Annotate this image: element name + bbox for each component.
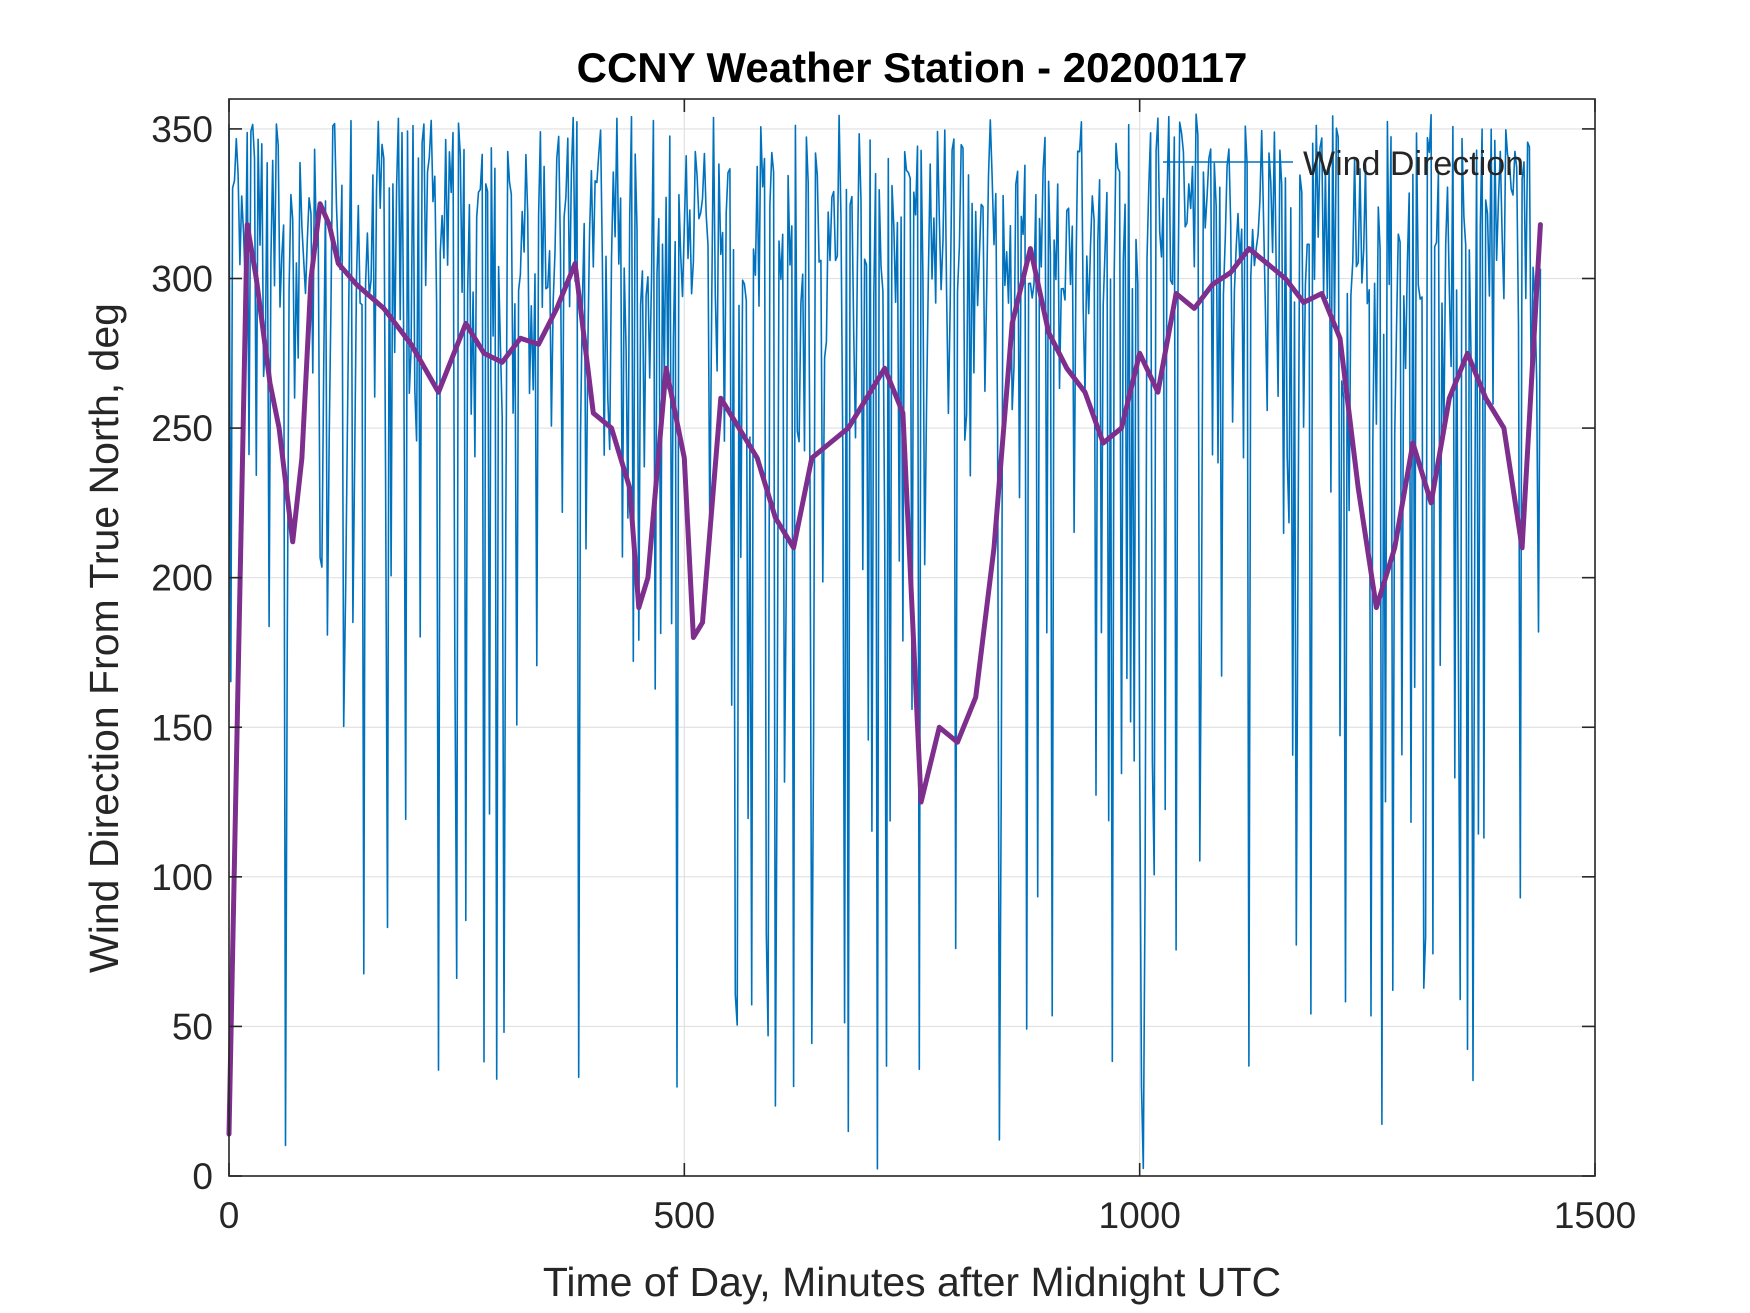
x-tick-label: 1000 — [1099, 1195, 1181, 1236]
wind-direction-mean-line — [226, 201, 1543, 1137]
y-tick-label: 300 — [151, 259, 213, 300]
y-tick-label: 100 — [151, 857, 213, 898]
legend: Wind Direction — [1163, 145, 1524, 183]
chart-title: CCNY Weather Station - 20200117 — [577, 44, 1248, 91]
x-tick-label: 500 — [653, 1195, 715, 1236]
legend-label-wind-direction: Wind Direction — [1303, 145, 1524, 183]
y-tick-label: 150 — [151, 707, 213, 748]
y-tick-label: 250 — [151, 408, 213, 449]
y-axis-label: Wind Direction From True North, deg — [81, 303, 127, 973]
tick-marks — [228, 99, 1596, 1177]
y-tick-label: 50 — [172, 1006, 213, 1047]
tick-labels: 0 50 100 150 200 250 300 350 0 500 1000 1500 — [151, 109, 1636, 1236]
axes-frame — [228, 98, 1596, 1177]
x-tick-label: 0 — [219, 1195, 240, 1236]
y-tick-label: 0 — [192, 1156, 213, 1197]
data-series — [226, 113, 1543, 1170]
wind-direction-line — [228, 113, 1542, 1170]
x-tick-label: 1500 — [1554, 1195, 1636, 1236]
y-tick-label: 200 — [151, 558, 213, 599]
x-axis-label: Time of Day, Minutes after Midnight UTC — [543, 1259, 1281, 1305]
y-tick-label: 350 — [151, 109, 213, 150]
